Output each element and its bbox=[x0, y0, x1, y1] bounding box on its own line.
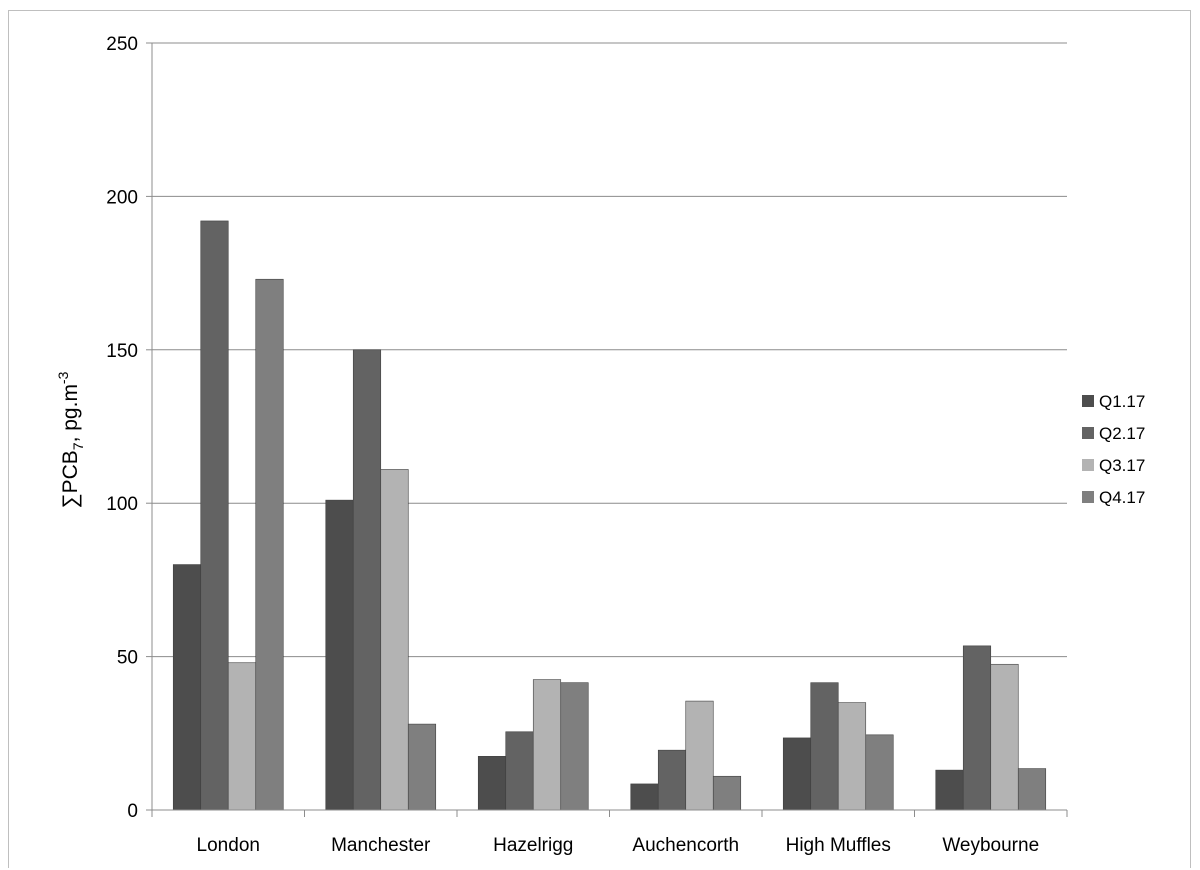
legend: Q1.17 Q2.17 Q3.17 Q4.17 bbox=[1082, 392, 1145, 507]
x-tick-label: Auchencorth bbox=[632, 835, 739, 856]
y-tick-labels: 0 50 100 150 200 250 bbox=[106, 34, 138, 822]
legend-swatch bbox=[1082, 395, 1094, 407]
bar-Q1.17-Manchester bbox=[325, 499, 354, 811]
x-tick-labels: London Manchester Hazelrigg Auchencorth High… bbox=[197, 835, 1040, 856]
bars bbox=[172, 220, 1047, 811]
legend-label: Q2.17 bbox=[1099, 424, 1145, 443]
y-tick-label: 150 bbox=[106, 341, 138, 362]
y-axis-title-prefix: ∑PCB bbox=[59, 450, 82, 508]
bar-Q1.17-London bbox=[172, 564, 202, 811]
bar-Q1.17-Weybourne bbox=[935, 769, 964, 811]
legend-label: Q4.17 bbox=[1099, 488, 1145, 507]
bar-Q4.17-High Muffles bbox=[865, 734, 894, 811]
bar-Q2.17-Weybourne bbox=[962, 645, 992, 811]
legend-label: Q1.17 bbox=[1099, 392, 1145, 411]
bar-Q3.17-Auchencorth bbox=[685, 700, 714, 811]
y-tick-label: 200 bbox=[106, 187, 138, 208]
gridlines bbox=[152, 42, 1067, 658]
legend-swatch bbox=[1082, 459, 1094, 471]
bar-Q4.17-Auchencorth bbox=[712, 775, 742, 811]
legend-swatch bbox=[1082, 427, 1094, 439]
bar-Q3.17-Manchester bbox=[380, 469, 409, 811]
y-tick-label: 250 bbox=[106, 34, 138, 55]
bar-Q3.17-Hazelrigg bbox=[532, 679, 562, 811]
bar-Q4.17-Weybourne bbox=[1017, 768, 1047, 811]
y-tick-label: 100 bbox=[106, 494, 138, 515]
y-tick-label: 50 bbox=[117, 648, 138, 669]
bar-Q4.17-Manchester bbox=[407, 723, 437, 811]
bar-Q3.17-Weybourne bbox=[990, 663, 1019, 811]
bar-Q1.17-Auchencorth bbox=[630, 783, 659, 811]
x-tick-label: Hazelrigg bbox=[493, 835, 573, 856]
legend-swatch bbox=[1082, 491, 1094, 503]
y-axis-title: ∑PCB7, pg.m-3 bbox=[55, 371, 86, 508]
bar-Q3.17-London bbox=[227, 662, 257, 811]
x-tick-label: Manchester bbox=[331, 835, 431, 856]
bar-Q4.17-Hazelrigg bbox=[560, 682, 589, 811]
x-tick-label: London bbox=[197, 835, 260, 856]
bar-Q2.17-High Muffles bbox=[810, 682, 839, 811]
chart-frame bbox=[8, 10, 1191, 868]
bar-Q1.17-Hazelrigg bbox=[477, 756, 507, 811]
bar-Q2.17-Auchencorth bbox=[657, 749, 687, 811]
bar-Q4.17-London bbox=[255, 278, 284, 811]
y-tick-label: 0 bbox=[127, 801, 138, 822]
bar-Q2.17-Hazelrigg bbox=[505, 731, 534, 811]
bar-Q1.17-High Muffles bbox=[782, 737, 812, 811]
bar-Q2.17-London bbox=[200, 220, 229, 811]
x-tick-label: Weybourne bbox=[942, 835, 1039, 856]
y-axis-title-suffix: , pg.m bbox=[59, 384, 82, 442]
bar-Q2.17-Manchester bbox=[352, 349, 382, 811]
x-tick-label: High Muffles bbox=[786, 835, 891, 856]
y-axis-title-superscript: -3 bbox=[55, 371, 71, 384]
y-axis-title-subscript: 7 bbox=[70, 442, 86, 450]
legend-label: Q3.17 bbox=[1099, 456, 1145, 475]
bar-Q3.17-High Muffles bbox=[837, 702, 867, 811]
axes bbox=[146, 42, 1068, 817]
